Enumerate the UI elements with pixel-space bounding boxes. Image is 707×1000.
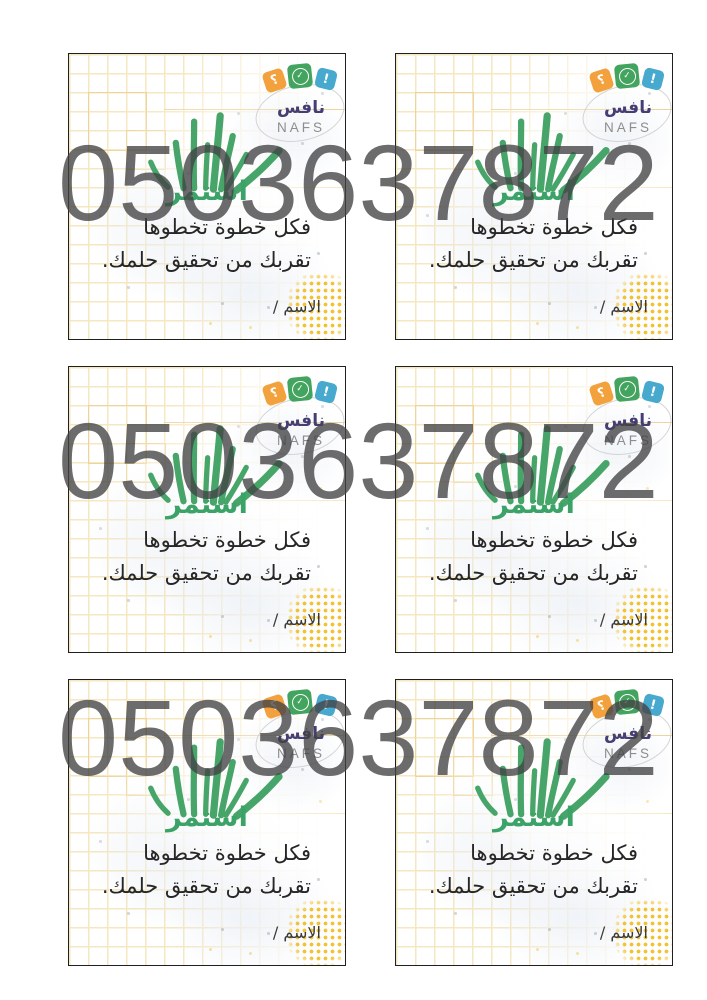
logo-icons: ؟ ✓ ! <box>261 687 340 723</box>
nafs-logo: ؟ ✓ ! نافس NAFS <box>250 61 345 150</box>
speckle-dots-yellow <box>396 367 399 370</box>
body-line-2: تقربك من تحقيق حلمك. <box>101 248 311 272</box>
body-line-2: تقربك من تحقيق حلمك. <box>428 874 638 898</box>
green-brush-strokes-illustration <box>475 112 610 194</box>
checkmark-icon: ✓ <box>613 62 641 90</box>
halftone-dots-decoration <box>612 271 672 339</box>
nafs-logo: ؟ ✓ ! نافس NAFS <box>577 374 672 463</box>
card-title: استمر <box>166 176 248 207</box>
question-mark-icon: ؟ <box>588 380 615 407</box>
card-body-text: فكل خطوة تخطوها تقربك من تحقيق حلمك. <box>77 837 311 903</box>
card-title: استمر <box>493 176 575 207</box>
body-line-1: فكل خطوة تخطوها <box>143 528 311 552</box>
body-line-1: فكل خطوة تخطوها <box>470 528 638 552</box>
question-mark-icon: ؟ <box>261 67 288 94</box>
card-title: استمر <box>493 489 575 520</box>
logo-icons: ؟ ✓ ! <box>588 687 667 723</box>
checkmark-icon: ✓ <box>286 688 314 716</box>
exclamation-icon: ! <box>313 379 339 405</box>
name-field-label: الاسم / <box>272 297 321 316</box>
name-field-label: الاسم / <box>599 297 648 316</box>
card-title: استمر <box>166 489 248 520</box>
exclamation-icon: ! <box>640 379 666 405</box>
motivation-card: ؟ ✓ ! نافس NAFS استمر فكل خطوة تخطوها تق… <box>395 366 673 653</box>
card-title: استمر <box>493 802 575 833</box>
speckle-dots-yellow <box>69 367 72 370</box>
halftone-dots-decoration <box>285 897 345 965</box>
name-field-label: الاسم / <box>272 923 321 942</box>
green-brush-strokes-illustration <box>475 425 610 507</box>
motivation-card: ؟ ✓ ! نافس NAFS استمر فكل خطوة تخطوها تق… <box>68 366 346 653</box>
speckle-dots-yellow <box>69 54 72 57</box>
body-line-1: فكل خطوة تخطوها <box>470 841 638 865</box>
checkmark-icon: ✓ <box>613 688 641 716</box>
nafs-logo: ؟ ✓ ! نافس NAFS <box>577 61 672 150</box>
motivation-card: ؟ ✓ ! نافس NAFS استمر فكل خطوة تخطوها تق… <box>395 679 673 966</box>
name-field-label: الاسم / <box>599 923 648 942</box>
exclamation-icon: ! <box>313 692 339 718</box>
speckle-dots-yellow <box>69 680 72 683</box>
green-brush-strokes-illustration <box>148 738 283 820</box>
brand-name-arabic: نافس <box>277 98 325 118</box>
motivation-card: ؟ ✓ ! نافس NAFS استمر فكل خطوة تخطوها تق… <box>68 679 346 966</box>
checkmark-icon: ✓ <box>286 375 314 403</box>
brand-name-english: NAFS <box>276 746 325 761</box>
nafs-logo: ؟ ✓ ! نافس NAFS <box>250 687 345 776</box>
green-brush-strokes-illustration <box>148 425 283 507</box>
question-mark-icon: ؟ <box>588 693 615 720</box>
exclamation-icon: ! <box>313 66 339 92</box>
halftone-dots-decoration <box>612 584 672 652</box>
card-body-text: فكل خطوة تخطوها تقربك من تحقيق حلمك. <box>404 211 638 277</box>
brand-name-english: NAFS <box>276 433 325 448</box>
card-body-text: فكل خطوة تخطوها تقربك من تحقيق حلمك. <box>404 837 638 903</box>
nafs-logo: ؟ ✓ ! نافس NAFS <box>250 374 345 463</box>
question-mark-icon: ؟ <box>261 693 288 720</box>
halftone-dots-decoration <box>612 897 672 965</box>
card-title: استمر <box>166 802 248 833</box>
motivation-card: ؟ ✓ ! نافس NAFS استمر فكل خطوة تخطوها تق… <box>395 53 673 340</box>
brand-name-arabic: نافس <box>604 98 652 118</box>
halftone-dots-decoration <box>285 271 345 339</box>
body-line-2: تقربك من تحقيق حلمك. <box>428 561 638 585</box>
brand-name-english: NAFS <box>603 433 652 448</box>
brand-name-arabic: نافس <box>604 724 652 744</box>
cards-grid: ؟ ✓ ! نافس NAFS استمر فكل خطوة تخطوها تق… <box>68 53 673 966</box>
brand-name-english: NAFS <box>276 120 325 135</box>
body-line-2: تقربك من تحقيق حلمك. <box>101 561 311 585</box>
halftone-dots-decoration <box>285 584 345 652</box>
speckle-dots-yellow <box>396 680 399 683</box>
checkmark-icon: ✓ <box>286 62 314 90</box>
body-line-1: فكل خطوة تخطوها <box>143 841 311 865</box>
logo-icons: ؟ ✓ ! <box>588 61 667 97</box>
body-line-2: تقربك من تحقيق حلمك. <box>428 248 638 272</box>
logo-icons: ؟ ✓ ! <box>261 374 340 410</box>
body-line-2: تقربك من تحقيق حلمك. <box>101 874 311 898</box>
logo-icons: ؟ ✓ ! <box>588 374 667 410</box>
name-field-label: الاسم / <box>272 610 321 629</box>
logo-icons: ؟ ✓ ! <box>261 61 340 97</box>
card-body-text: فكل خطوة تخطوها تقربك من تحقيق حلمك. <box>404 524 638 590</box>
nafs-logo: ؟ ✓ ! نافس NAFS <box>577 687 672 776</box>
speckle-dots-yellow <box>396 54 399 57</box>
question-mark-icon: ؟ <box>588 67 615 94</box>
question-mark-icon: ؟ <box>261 380 288 407</box>
brand-name-english: NAFS <box>603 746 652 761</box>
exclamation-icon: ! <box>640 692 666 718</box>
motivation-card: ؟ ✓ ! نافس NAFS استمر فكل خطوة تخطوها تق… <box>68 53 346 340</box>
card-body-text: فكل خطوة تخطوها تقربك من تحقيق حلمك. <box>77 211 311 277</box>
brand-name-arabic: نافس <box>604 411 652 431</box>
name-field-label: الاسم / <box>599 610 648 629</box>
brand-name-arabic: نافس <box>277 724 325 744</box>
brand-name-arabic: نافس <box>277 411 325 431</box>
checkmark-icon: ✓ <box>613 375 641 403</box>
exclamation-icon: ! <box>640 66 666 92</box>
green-brush-strokes-illustration <box>475 738 610 820</box>
brand-name-english: NAFS <box>603 120 652 135</box>
card-body-text: فكل خطوة تخطوها تقربك من تحقيق حلمك. <box>77 524 311 590</box>
green-brush-strokes-illustration <box>148 112 283 194</box>
body-line-1: فكل خطوة تخطوها <box>143 215 311 239</box>
body-line-1: فكل خطوة تخطوها <box>470 215 638 239</box>
